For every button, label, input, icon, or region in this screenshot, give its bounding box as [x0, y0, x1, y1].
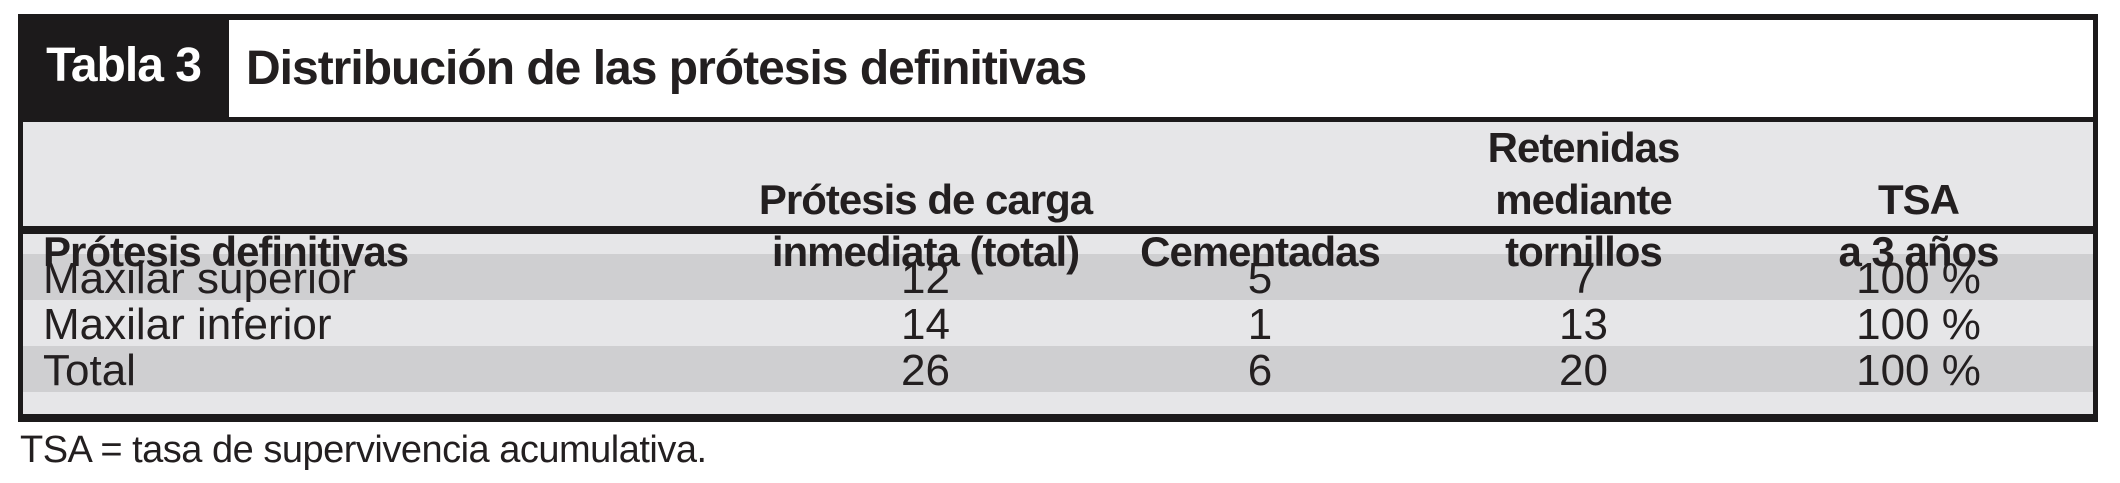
cell-tsa: 100 % — [1856, 300, 1981, 349]
column-header-protesis-definitivas: Prótesis definitivas — [23, 226, 754, 288]
table-body: Maxilar superior 12 5 7 100 % Maxilar in… — [23, 234, 2093, 414]
table-row-maxilar-inferior: Maxilar inferior 14 1 13 100 % — [23, 300, 2093, 349]
table-bottom-rule — [23, 414, 2093, 422]
cell-cementadas: 1 — [1247, 300, 1273, 349]
table-row-maxilar-superior: Maxilar superior 12 5 7 100 % — [23, 254, 2093, 303]
column-header-carga-inmediata: Prótesis de carga inmediata (total) — [754, 174, 1097, 288]
cell-cementadas: 6 — [1247, 346, 1273, 395]
header-underline-rule — [23, 226, 2093, 234]
header-line-2: inmediata (total) — [771, 228, 1080, 275]
row-label: Maxilar superior — [43, 254, 356, 303]
cell-tornillos: 7 — [1571, 254, 1596, 303]
column-header-tsa: TSA a 3 años — [1744, 174, 2093, 288]
table-footnote: TSA = tasa de supervivencia acumulativa. — [20, 429, 707, 471]
header-line-1: Prótesis de carga — [758, 176, 1093, 223]
table-title: Distribución de las prótesis definitivas — [229, 14, 2093, 117]
cell-carga-total: 12 — [901, 254, 950, 303]
table-tag-label: Tabla 3 — [18, 14, 229, 117]
header-line-2: tornillos — [1505, 228, 1663, 275]
cell-carga-total: 14 — [901, 300, 950, 349]
row-label: Maxilar inferior — [43, 300, 332, 349]
column-header-retenidas-tornillos: Retenidas mediante tornillos — [1423, 122, 1744, 288]
column-header-cementadas: Cementadas — [1097, 226, 1423, 288]
header-line-1: TSA — [1878, 176, 1960, 223]
cell-carga-total: 26 — [901, 346, 950, 395]
cell-tsa: 100 % — [1856, 254, 1981, 303]
table-title-band: Tabla 3 Distribución de las prótesis def… — [18, 14, 2093, 117]
cell-cementadas: 5 — [1247, 254, 1273, 303]
header-line-1: Retenidas mediante — [1487, 124, 1681, 223]
header-line-2: Cementadas — [1140, 228, 1381, 275]
cell-tornillos: 20 — [1559, 346, 1608, 395]
cell-tsa: 100 % — [1856, 346, 1981, 395]
cell-tornillos: 13 — [1559, 300, 1608, 349]
table-container: Tabla 3 Distribución de las prótesis def… — [18, 14, 2098, 422]
header-line-2: Prótesis definitivas — [43, 228, 409, 275]
table-row-total: Total 26 6 20 100 % — [23, 346, 2093, 395]
table-header-row: Prótesis definitivas Prótesis de carga i… — [23, 122, 2093, 275]
header-line-2: a 3 años — [1838, 228, 1999, 275]
row-label: Total — [43, 346, 136, 395]
title-separator-rule — [23, 117, 2093, 122]
